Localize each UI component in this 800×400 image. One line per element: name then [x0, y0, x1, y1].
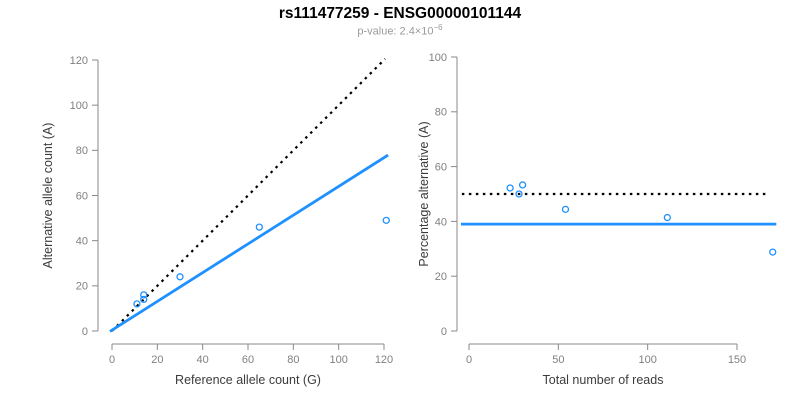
x-tick-label: 120	[375, 354, 393, 366]
x-tick-label: 100	[329, 354, 347, 366]
x-tick-label: 60	[242, 354, 254, 366]
x-tick-label: 80	[287, 354, 299, 366]
data-point	[506, 184, 514, 192]
y-axis-title: Alternative allele count (A)	[41, 123, 55, 269]
data-point	[382, 216, 390, 224]
y-tick-label: 40	[435, 216, 447, 228]
y-tick-label: 0	[441, 326, 447, 338]
x-axis-title: Reference allele count (G)	[175, 373, 321, 387]
y-tick-label: 100	[70, 100, 88, 112]
y-tick-label: 120	[70, 55, 88, 67]
x-tick-label: 100	[638, 354, 656, 366]
y-tick-label: 80	[435, 107, 447, 119]
data-point	[140, 291, 148, 299]
identity-line	[111, 58, 386, 332]
y-tick-label: 20	[76, 281, 88, 293]
p-value-text: p-value: 2.4×10	[357, 25, 434, 38]
plot-title: rs111477259 - ENSG00000101144	[278, 5, 522, 22]
y-tick-label: 100	[429, 52, 447, 64]
data-point	[561, 205, 570, 213]
data-point	[176, 273, 184, 281]
fit-line	[109, 153, 389, 333]
data-point	[140, 295, 148, 304]
plot-subtitle: p-value: 2.4×10−6	[0, 23, 800, 38]
data-point	[769, 248, 777, 256]
y-tick-label: 80	[76, 145, 88, 157]
y-tick-label: 60	[435, 161, 447, 173]
x-tick-label: 50	[552, 354, 564, 366]
x-axis-title: Total number of reads	[543, 373, 664, 387]
x-tick-label: 150	[728, 354, 746, 366]
x-tick-label: 20	[151, 354, 163, 366]
data-point	[133, 300, 141, 308]
p-value-exponent: −6	[433, 23, 443, 32]
data-point	[518, 181, 527, 189]
data-point	[255, 223, 263, 231]
x-tick-label: 40	[197, 354, 209, 366]
x-tick-label: 0	[466, 354, 472, 366]
y-tick-label: 20	[435, 271, 447, 283]
y-tick-label: 60	[76, 190, 88, 202]
data-point	[663, 213, 671, 222]
data-point	[515, 190, 523, 198]
y-tick-label: 0	[82, 326, 88, 338]
x-tick-label: 0	[109, 354, 115, 366]
y-tick-label: 40	[76, 236, 88, 248]
y-axis-title: Percentage alternative (A)	[417, 121, 431, 266]
